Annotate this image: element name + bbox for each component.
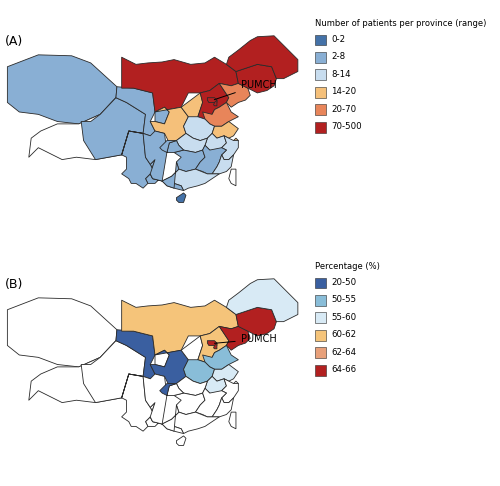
Text: 20-50: 20-50 xyxy=(331,278,356,287)
Text: 62-64: 62-64 xyxy=(331,348,356,357)
Text: 20-70: 20-70 xyxy=(331,105,356,114)
Text: Percentage (%): Percentage (%) xyxy=(315,262,380,272)
Text: PUMCH: PUMCH xyxy=(214,334,276,344)
Text: 14-20: 14-20 xyxy=(331,87,356,96)
Text: (A): (A) xyxy=(5,35,23,48)
Text: 50-55: 50-55 xyxy=(331,295,356,304)
Text: PUMCH: PUMCH xyxy=(214,80,276,100)
Text: 0-2: 0-2 xyxy=(331,35,345,44)
Text: 55-60: 55-60 xyxy=(331,313,356,322)
Polygon shape xyxy=(229,412,236,429)
Text: Number of patients per province (range): Number of patients per province (range) xyxy=(315,19,486,29)
Text: 8-14: 8-14 xyxy=(331,70,350,79)
Polygon shape xyxy=(229,169,236,186)
Text: 2-8: 2-8 xyxy=(331,52,345,61)
Text: 70-500: 70-500 xyxy=(331,122,362,131)
Text: (B): (B) xyxy=(5,278,24,291)
Text: 60-62: 60-62 xyxy=(331,330,356,339)
Text: 64-66: 64-66 xyxy=(331,365,356,374)
